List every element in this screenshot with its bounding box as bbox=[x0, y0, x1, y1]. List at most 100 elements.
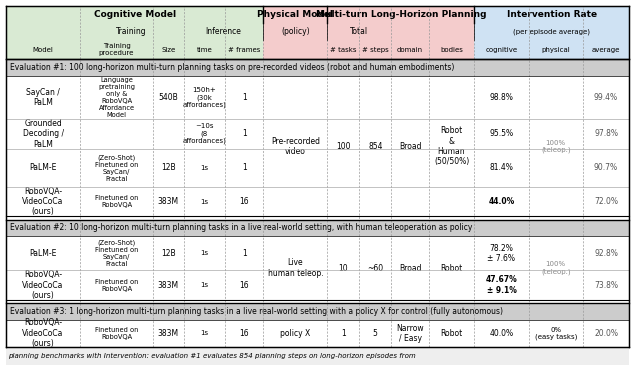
Text: ~10s
(8
affordances): ~10s (8 affordances) bbox=[182, 124, 227, 144]
Text: 1: 1 bbox=[341, 329, 346, 338]
Text: RoboVQA-
VideoCoCa
(ours): RoboVQA- VideoCoCa (ours) bbox=[22, 187, 64, 217]
Text: Training: Training bbox=[116, 27, 147, 36]
Text: 20.0%: 20.0% bbox=[594, 329, 618, 338]
Text: RoboVQA-
VideoCoCa
(ours): RoboVQA- VideoCoCa (ours) bbox=[22, 270, 64, 300]
Text: 99.4%: 99.4% bbox=[594, 93, 618, 102]
Bar bbox=[264, 23, 328, 40]
Bar bbox=[328, 23, 474, 40]
Text: average: average bbox=[592, 47, 620, 53]
Bar bbox=[6, 236, 629, 300]
Text: 1: 1 bbox=[242, 163, 246, 172]
Text: Robot: Robot bbox=[440, 329, 463, 338]
Text: 1s: 1s bbox=[200, 282, 209, 288]
Text: (per episode average): (per episode average) bbox=[513, 28, 590, 35]
Bar bbox=[474, 40, 629, 59]
Text: ~60: ~60 bbox=[367, 264, 383, 273]
Text: bodies: bodies bbox=[440, 47, 463, 53]
Text: 5: 5 bbox=[373, 329, 378, 338]
Text: Language
pretraining
only &
RoboVQA
Affordance
Model: Language pretraining only & RoboVQA Affo… bbox=[98, 77, 135, 118]
Text: RoboVQA-
VideoCoCa
(ours): RoboVQA- VideoCoCa (ours) bbox=[22, 318, 64, 348]
Text: 12B: 12B bbox=[161, 249, 176, 258]
Text: 150h+
(30k
affordances): 150h+ (30k affordances) bbox=[182, 87, 227, 108]
Text: 78.2%
± 7.6%: 78.2% ± 7.6% bbox=[488, 244, 515, 263]
Text: Grounded
Decoding /
PaLM: Grounded Decoding / PaLM bbox=[22, 119, 63, 149]
Text: Size: Size bbox=[161, 47, 175, 53]
Text: Robot
&
Human
(50/50%): Robot & Human (50/50%) bbox=[434, 126, 469, 166]
Text: # frames: # frames bbox=[228, 47, 260, 53]
Text: 383M: 383M bbox=[158, 197, 179, 206]
Text: Training
procedure: Training procedure bbox=[99, 43, 134, 56]
Text: # tasks: # tasks bbox=[330, 47, 356, 53]
Text: 90.7%: 90.7% bbox=[594, 163, 618, 172]
Bar bbox=[6, 59, 629, 76]
Text: Evaluation #2: 10 long-horizon multi-turn planning tasks in a live real-world se: Evaluation #2: 10 long-horizon multi-tur… bbox=[10, 223, 472, 233]
Text: 540B: 540B bbox=[159, 93, 179, 102]
Text: PaLM-E: PaLM-E bbox=[29, 163, 57, 172]
Text: 100%
(teleop.): 100% (teleop.) bbox=[541, 261, 570, 275]
Text: 1s: 1s bbox=[200, 165, 209, 171]
Text: # steps: # steps bbox=[362, 47, 388, 53]
Text: Model: Model bbox=[33, 47, 54, 53]
Text: Finetuned on
RoboVQA: Finetuned on RoboVQA bbox=[95, 279, 138, 291]
Text: Finetuned on
RoboVQA: Finetuned on RoboVQA bbox=[95, 195, 138, 208]
Text: 12B: 12B bbox=[161, 163, 176, 172]
Bar bbox=[6, 347, 629, 365]
Text: 47.67%
± 9.1%: 47.67% ± 9.1% bbox=[486, 276, 517, 295]
Text: 95.5%: 95.5% bbox=[490, 130, 513, 138]
Bar bbox=[6, 220, 629, 236]
Text: (policy): (policy) bbox=[281, 27, 310, 36]
Text: Evaluation #1: 100 long-horizon multi-turn planning tasks on pre-recorded videos: Evaluation #1: 100 long-horizon multi-tu… bbox=[10, 63, 454, 72]
Bar bbox=[328, 40, 474, 59]
Text: 1s: 1s bbox=[200, 199, 209, 204]
Text: Narrow
/ Easy: Narrow / Easy bbox=[396, 324, 424, 343]
Text: 40.0%: 40.0% bbox=[490, 329, 513, 338]
Bar bbox=[6, 40, 264, 59]
Text: cognitive: cognitive bbox=[485, 47, 518, 53]
Bar bbox=[474, 6, 629, 23]
Text: Cognitive Model: Cognitive Model bbox=[94, 10, 176, 19]
Text: 100%
(teleop.): 100% (teleop.) bbox=[541, 139, 570, 153]
Text: 1: 1 bbox=[242, 249, 246, 258]
Text: 73.8%: 73.8% bbox=[594, 280, 618, 290]
Bar bbox=[474, 23, 629, 40]
Text: SayCan /
PaLM: SayCan / PaLM bbox=[26, 88, 60, 107]
Text: 0%
(easy tasks): 0% (easy tasks) bbox=[534, 327, 577, 340]
Text: (Zero-Shot)
Finetuned on
SayCan/
Fractal: (Zero-Shot) Finetuned on SayCan/ Fractal bbox=[95, 239, 138, 267]
Bar bbox=[6, 303, 629, 320]
Bar bbox=[6, 320, 629, 347]
Text: Live
human teleop.: Live human teleop. bbox=[268, 258, 323, 278]
Text: Broad: Broad bbox=[399, 264, 421, 273]
Text: 92.8%: 92.8% bbox=[594, 249, 618, 258]
Text: physical: physical bbox=[541, 47, 570, 53]
Text: PaLM-E: PaLM-E bbox=[29, 249, 57, 258]
Text: Total: Total bbox=[350, 27, 369, 36]
Text: 72.0%: 72.0% bbox=[594, 197, 618, 206]
Text: Intervention Rate: Intervention Rate bbox=[507, 10, 597, 19]
Text: 10: 10 bbox=[339, 264, 348, 273]
Bar bbox=[6, 6, 264, 23]
Text: Robot: Robot bbox=[440, 264, 463, 273]
Bar bbox=[264, 40, 328, 59]
Text: 383M: 383M bbox=[158, 280, 179, 290]
Text: Broad: Broad bbox=[399, 142, 421, 151]
Text: 1: 1 bbox=[242, 93, 246, 102]
Text: time: time bbox=[196, 47, 212, 53]
Text: 16: 16 bbox=[239, 280, 249, 290]
Text: 383M: 383M bbox=[158, 329, 179, 338]
Text: (Zero-Shot)
Finetuned on
SayCan/
Fractal: (Zero-Shot) Finetuned on SayCan/ Fractal bbox=[95, 154, 138, 182]
Text: policy X: policy X bbox=[280, 329, 310, 338]
Bar bbox=[6, 76, 629, 217]
Text: 100: 100 bbox=[336, 142, 351, 151]
Text: Multi-turn Long-Horizon Planning: Multi-turn Long-Horizon Planning bbox=[316, 10, 486, 19]
Text: 1: 1 bbox=[242, 130, 246, 138]
Text: 97.8%: 97.8% bbox=[594, 130, 618, 138]
Bar bbox=[6, 23, 264, 40]
Text: 16: 16 bbox=[239, 197, 249, 206]
Text: Evaluation #3: 1 long-horizon multi-turn planning tasks in a live real-world set: Evaluation #3: 1 long-horizon multi-turn… bbox=[10, 307, 502, 316]
Text: 854: 854 bbox=[368, 142, 383, 151]
Text: 98.8%: 98.8% bbox=[490, 93, 513, 102]
Text: domain: domain bbox=[397, 47, 423, 53]
Bar bbox=[328, 6, 474, 23]
Text: planning benchmarks with Intervention: evaluation #1 evaluates 854 planning step: planning benchmarks with Intervention: e… bbox=[8, 353, 415, 359]
Text: Inference: Inference bbox=[205, 27, 241, 36]
